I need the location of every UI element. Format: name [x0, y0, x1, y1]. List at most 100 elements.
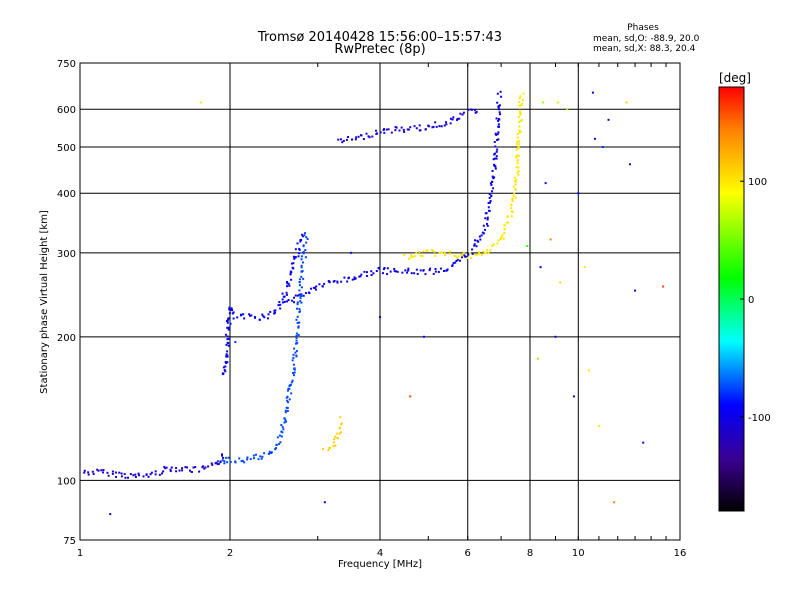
data-point: [223, 369, 226, 372]
data-point: [428, 269, 431, 272]
data-point: [334, 435, 337, 438]
data-point: [432, 125, 435, 128]
data-point: [342, 139, 345, 142]
data-point: [480, 253, 483, 256]
data-point: [452, 116, 455, 119]
data-point: [419, 269, 422, 272]
data-point: [328, 281, 331, 284]
data-point: [87, 473, 90, 476]
data-point: [300, 275, 303, 278]
data-point: [288, 387, 291, 390]
data-point: [225, 353, 228, 356]
data-point: [448, 252, 451, 255]
data-point: [424, 273, 427, 276]
data-point: [577, 192, 580, 195]
y-tick-label: 500: [57, 143, 76, 154]
data-point: [410, 272, 413, 275]
data-point: [307, 291, 310, 294]
data-point: [332, 280, 335, 283]
data-point: [496, 92, 499, 95]
data-point: [350, 138, 353, 141]
data-point: [462, 111, 465, 114]
data-point: [354, 277, 357, 280]
data-point: [87, 471, 90, 474]
data-point: [357, 135, 360, 138]
data-point: [336, 437, 339, 440]
axis-ticks: 1 2 4 6 8 10 16 75 100 200 300 400 500 600 750: [57, 59, 686, 559]
data-point: [298, 308, 301, 311]
data-point: [381, 272, 384, 275]
data-point: [572, 395, 575, 398]
data-point: [339, 426, 342, 429]
data-point: [137, 472, 140, 475]
data-point: [386, 267, 389, 270]
data-point: [290, 262, 293, 265]
data-point: [444, 121, 447, 124]
data-point: [452, 262, 455, 265]
data-point: [459, 112, 462, 115]
data-point: [294, 256, 297, 259]
data-point: [339, 431, 342, 434]
data-point: [294, 294, 297, 297]
data-point: [231, 309, 234, 312]
data-point: [490, 194, 493, 197]
data-point: [421, 255, 424, 258]
data-point: [470, 256, 473, 259]
data-point: [120, 472, 123, 475]
data-point: [505, 221, 508, 224]
data-point: [292, 353, 295, 356]
data-point: [296, 303, 299, 306]
data-point: [295, 336, 298, 339]
data-point: [514, 183, 517, 186]
data-point: [194, 466, 197, 469]
data-point: [455, 256, 458, 259]
data-point: [189, 469, 192, 472]
data-point: [261, 313, 264, 316]
data-point: [443, 251, 446, 254]
data-point: [225, 362, 228, 365]
data-point: [296, 341, 299, 344]
data-point: [315, 285, 318, 288]
data-point: [241, 459, 244, 462]
data-point: [451, 118, 454, 121]
data-point: [240, 314, 243, 317]
data-point: [458, 259, 461, 262]
data-point: [226, 319, 229, 322]
data-point: [267, 313, 270, 316]
data-point: [360, 134, 363, 137]
data-point: [298, 281, 301, 284]
data-point: [336, 432, 339, 435]
data-point: [149, 473, 152, 476]
data-point: [215, 461, 218, 464]
data-point: [497, 131, 500, 134]
data-point: [296, 307, 299, 310]
data-point: [280, 430, 283, 433]
data-point: [515, 156, 518, 159]
data-point: [346, 136, 349, 139]
y-tick-label: 75: [63, 536, 76, 547]
data-point: [554, 335, 557, 338]
data-point: [489, 201, 492, 204]
data-point: [293, 296, 296, 299]
data-point: [366, 271, 369, 274]
data-point: [223, 460, 226, 463]
data-point: [224, 360, 227, 363]
data-point: [474, 253, 477, 256]
data-point: [519, 113, 522, 116]
data-point: [495, 133, 498, 136]
data-point: [432, 272, 435, 275]
data-point: [114, 471, 117, 474]
data-point: [488, 196, 491, 199]
data-point: [300, 264, 303, 267]
data-point: [287, 389, 290, 392]
data-point: [228, 306, 231, 309]
data-point: [163, 465, 166, 468]
data-point: [496, 148, 499, 151]
data-point: [353, 278, 356, 281]
x-tick-label: 6: [465, 548, 471, 559]
data-point: [468, 251, 471, 254]
data-point: [279, 307, 282, 310]
data-point: [309, 287, 312, 290]
data-point: [227, 328, 230, 331]
